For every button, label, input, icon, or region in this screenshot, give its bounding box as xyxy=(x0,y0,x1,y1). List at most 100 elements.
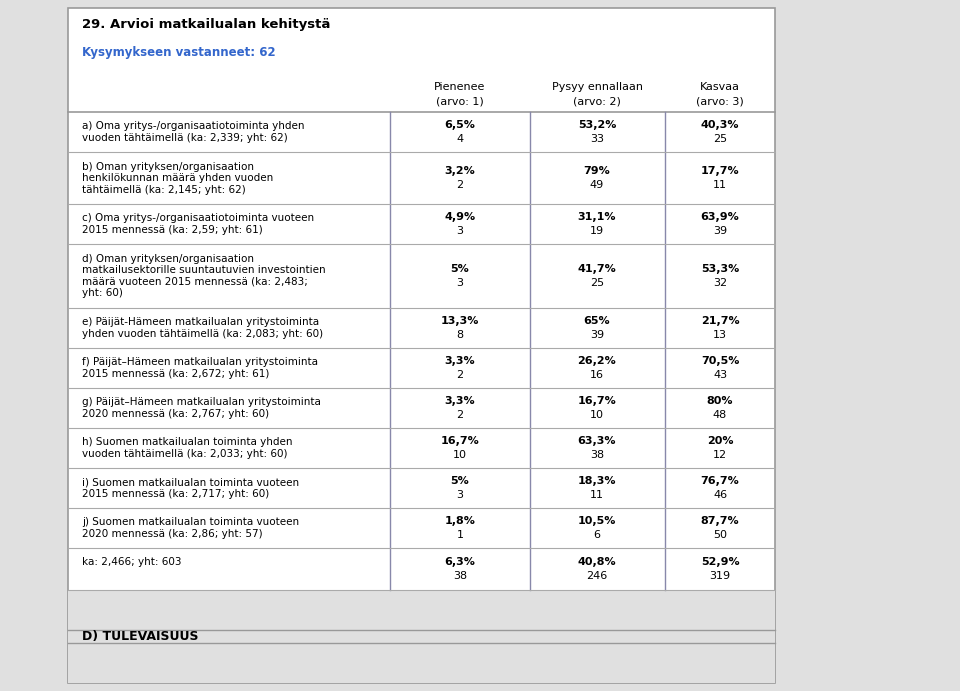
Text: h) Suomen matkailualan toiminta yhden: h) Suomen matkailualan toiminta yhden xyxy=(82,437,293,447)
Text: Pienenee: Pienenee xyxy=(434,82,486,92)
Text: 6,5%: 6,5% xyxy=(444,120,475,130)
Bar xyxy=(68,630,775,683)
Text: 20%: 20% xyxy=(707,436,733,446)
Text: 2: 2 xyxy=(456,180,464,190)
Bar xyxy=(68,8,775,683)
Text: a) Oma yritys-/organisaatiotoiminta yhden: a) Oma yritys-/organisaatiotoiminta yhde… xyxy=(82,121,304,131)
Text: 2015 mennessä (ka: 2,59; yht: 61): 2015 mennessä (ka: 2,59; yht: 61) xyxy=(82,225,263,235)
Text: 38: 38 xyxy=(590,450,604,460)
Text: c) Oma yritys-/organisaatiotoiminta vuoteen: c) Oma yritys-/organisaatiotoiminta vuot… xyxy=(82,214,314,223)
Text: 38: 38 xyxy=(453,571,468,581)
Text: 32: 32 xyxy=(713,278,727,288)
Text: (arvo: 2): (arvo: 2) xyxy=(573,96,621,106)
Text: 48: 48 xyxy=(713,410,727,420)
Text: j) Suomen matkailualan toiminta vuoteen: j) Suomen matkailualan toiminta vuoteen xyxy=(82,518,300,527)
Text: tähtäimellä (ka: 2,145; yht: 62): tähtäimellä (ka: 2,145; yht: 62) xyxy=(82,184,246,194)
Text: 13: 13 xyxy=(713,330,727,340)
Text: 53,3%: 53,3% xyxy=(701,264,739,274)
Text: 18,3%: 18,3% xyxy=(578,476,616,486)
Text: 4,9%: 4,9% xyxy=(444,212,475,222)
Text: 87,7%: 87,7% xyxy=(701,516,739,526)
Text: e) Päijät-Hämeen matkailualan yritystoiminta: e) Päijät-Hämeen matkailualan yritystoim… xyxy=(82,317,319,328)
Text: 4: 4 xyxy=(456,134,464,144)
Text: 53,2%: 53,2% xyxy=(578,120,616,130)
Text: 65%: 65% xyxy=(584,316,611,326)
Text: 2: 2 xyxy=(456,370,464,380)
Text: 3: 3 xyxy=(457,278,464,288)
Text: 16,7%: 16,7% xyxy=(578,396,616,406)
Text: 2: 2 xyxy=(456,410,464,420)
Text: 63,9%: 63,9% xyxy=(701,212,739,222)
Bar xyxy=(68,590,775,630)
Text: 79%: 79% xyxy=(584,166,611,176)
Text: 31,1%: 31,1% xyxy=(578,212,616,222)
Text: d) Oman yrityksen/organisaation: d) Oman yrityksen/organisaation xyxy=(82,254,254,264)
Text: 6,3%: 6,3% xyxy=(444,557,475,567)
Text: 10: 10 xyxy=(590,410,604,420)
Text: 43: 43 xyxy=(713,370,727,380)
Text: 16,7%: 16,7% xyxy=(441,436,479,446)
Text: D) TULEVAISUUS: D) TULEVAISUUS xyxy=(82,630,199,643)
Text: 70,5%: 70,5% xyxy=(701,356,739,366)
Text: 2020 mennessä (ka: 2,86; yht: 57): 2020 mennessä (ka: 2,86; yht: 57) xyxy=(82,529,263,539)
Text: 12: 12 xyxy=(713,450,727,460)
Text: 25: 25 xyxy=(590,278,604,288)
Text: 246: 246 xyxy=(587,571,608,581)
Text: 21,7%: 21,7% xyxy=(701,316,739,326)
Text: 76,7%: 76,7% xyxy=(701,476,739,486)
Text: 29. Arvioi matkailualan kehitystä: 29. Arvioi matkailualan kehitystä xyxy=(82,18,330,31)
Text: g) Päijät–Hämeen matkailualan yritystoiminta: g) Päijät–Hämeen matkailualan yritystoim… xyxy=(82,397,321,407)
Text: 33: 33 xyxy=(590,134,604,144)
Text: 3: 3 xyxy=(457,226,464,236)
Text: yht: 60): yht: 60) xyxy=(82,288,123,299)
Text: määrä vuoteen 2015 mennessä (ka: 2,483;: määrä vuoteen 2015 mennessä (ka: 2,483; xyxy=(82,277,308,287)
Text: f) Päijät–Hämeen matkailualan yritystoiminta: f) Päijät–Hämeen matkailualan yritystoim… xyxy=(82,357,318,367)
Text: 10: 10 xyxy=(453,450,467,460)
Text: 40,8%: 40,8% xyxy=(578,557,616,567)
Text: 39: 39 xyxy=(713,226,727,236)
Text: 3,3%: 3,3% xyxy=(444,356,475,366)
Text: Kasvaa: Kasvaa xyxy=(700,82,740,92)
Text: 5%: 5% xyxy=(450,476,469,486)
Text: Pysyy ennallaan: Pysyy ennallaan xyxy=(551,82,642,92)
Text: 8: 8 xyxy=(456,330,464,340)
Text: yhden vuoden tähtäimellä (ka: 2,083; yht: 60): yhden vuoden tähtäimellä (ka: 2,083; yht… xyxy=(82,329,324,339)
Text: i) Suomen matkailualan toiminta vuoteen: i) Suomen matkailualan toiminta vuoteen xyxy=(82,477,300,487)
Text: (arvo: 3): (arvo: 3) xyxy=(696,96,744,106)
Text: 50: 50 xyxy=(713,530,727,540)
Text: 49: 49 xyxy=(589,180,604,190)
Text: 1,8%: 1,8% xyxy=(444,516,475,526)
Text: 46: 46 xyxy=(713,490,727,500)
Text: 11: 11 xyxy=(590,490,604,500)
Text: vuoden tähtäimellä (ka: 2,033; yht: 60): vuoden tähtäimellä (ka: 2,033; yht: 60) xyxy=(82,448,287,459)
Text: 2015 mennessä (ka: 2,717; yht: 60): 2015 mennessä (ka: 2,717; yht: 60) xyxy=(82,489,269,499)
Text: 11: 11 xyxy=(713,180,727,190)
Text: 17,7%: 17,7% xyxy=(701,166,739,176)
Text: 2020 mennessä (ka: 2,767; yht: 60): 2020 mennessä (ka: 2,767; yht: 60) xyxy=(82,409,269,419)
Text: b) Oman yrityksen/organisaation: b) Oman yrityksen/organisaation xyxy=(82,162,254,171)
Text: 10,5%: 10,5% xyxy=(578,516,616,526)
Text: (arvo: 1): (arvo: 1) xyxy=(436,96,484,106)
Text: 3: 3 xyxy=(457,490,464,500)
Text: Kysymykseen vastanneet: 62: Kysymykseen vastanneet: 62 xyxy=(82,46,276,59)
Text: 6: 6 xyxy=(593,530,601,540)
Text: ka: 2,466; yht: 603: ka: 2,466; yht: 603 xyxy=(82,557,181,567)
Text: 16: 16 xyxy=(590,370,604,380)
Text: 19: 19 xyxy=(590,226,604,236)
Text: 3,3%: 3,3% xyxy=(444,396,475,406)
Text: 39: 39 xyxy=(590,330,604,340)
Text: 40,3%: 40,3% xyxy=(701,120,739,130)
Text: 5%: 5% xyxy=(450,264,469,274)
Text: 319: 319 xyxy=(709,571,731,581)
Text: henkilökunnan määrä yhden vuoden: henkilökunnan määrä yhden vuoden xyxy=(82,173,274,183)
Text: 26,2%: 26,2% xyxy=(578,356,616,366)
Text: 52,9%: 52,9% xyxy=(701,557,739,567)
Text: vuoden tähtäimellä (ka: 2,339; yht: 62): vuoden tähtäimellä (ka: 2,339; yht: 62) xyxy=(82,133,288,143)
Text: matkailusektorille suuntautuvien investointien: matkailusektorille suuntautuvien investo… xyxy=(82,265,325,275)
Text: 80%: 80% xyxy=(707,396,733,406)
Text: 2015 mennessä (ka: 2,672; yht: 61): 2015 mennessä (ka: 2,672; yht: 61) xyxy=(82,369,270,379)
Text: 63,3%: 63,3% xyxy=(578,436,616,446)
Text: 25: 25 xyxy=(713,134,727,144)
Text: 41,7%: 41,7% xyxy=(578,264,616,274)
Text: 1: 1 xyxy=(457,530,464,540)
